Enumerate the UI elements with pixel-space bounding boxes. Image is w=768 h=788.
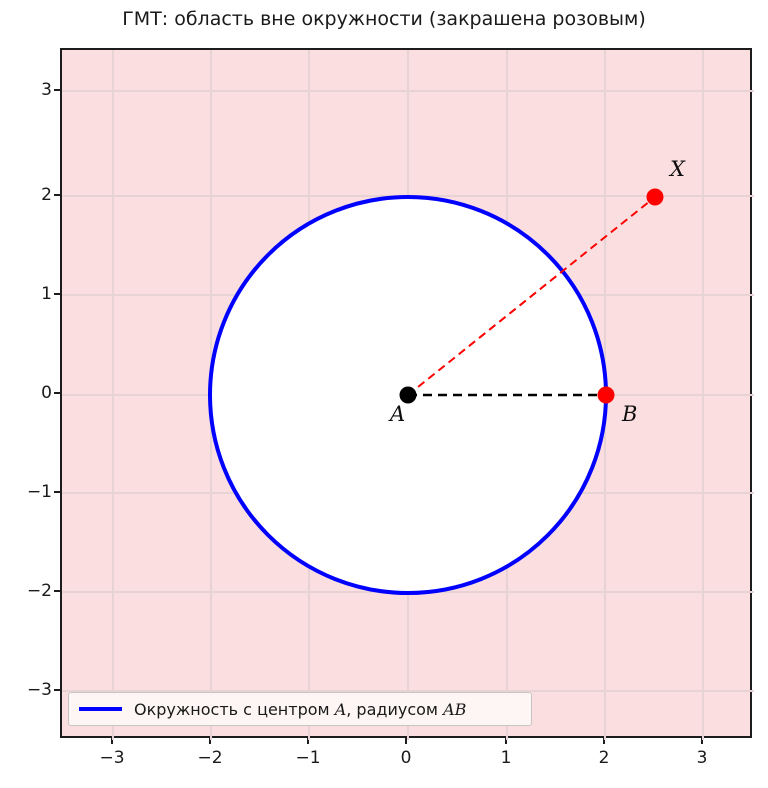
page-title: ГМТ: область вне окружности (закрашена р…: [122, 8, 646, 30]
xtick-mark-neg3: [111, 738, 113, 744]
plot-svg: [62, 50, 754, 740]
legend: Окружность с центром A, радиусом AB: [68, 692, 532, 726]
xtick-mark-0: [405, 738, 407, 744]
plot-area: A B X Окружность с центром A, радиусом A…: [60, 48, 754, 740]
legend-label-middle: , радиусом: [346, 699, 444, 719]
point-label-X: X: [670, 157, 685, 181]
ytick-label-2: 2: [41, 185, 52, 205]
legend-line-swatch: [79, 707, 122, 711]
point-B: [597, 386, 615, 404]
xtick-mark-3: [701, 738, 703, 744]
point-label-A: A: [390, 402, 406, 426]
legend-label-italic-a: A: [334, 699, 347, 719]
ytick-mark-neg2: [54, 590, 60, 592]
xtick-mark-1: [505, 738, 507, 744]
ytick-mark-0: [54, 392, 60, 394]
ytick-label-0: 0: [41, 383, 52, 403]
legend-label-prefix: Окружность с центром: [134, 699, 335, 719]
xtick-mark-2: [603, 738, 605, 744]
xtick-label-neg3: −3: [99, 748, 125, 768]
ytick-mark-3: [54, 89, 60, 91]
legend-label-italic-ab: AB: [443, 699, 467, 719]
xtick-label-2: 2: [598, 748, 610, 768]
point-X: [646, 188, 664, 206]
ytick-mark-1: [54, 293, 60, 295]
xtick-mark-neg1: [307, 738, 309, 744]
ytick-label-1: 1: [41, 284, 52, 304]
xtick-label-neg2: −2: [197, 748, 223, 768]
ytick-mark-neg1: [54, 491, 60, 493]
ytick-label-neg2: −2: [26, 581, 52, 601]
legend-entry-label: Окружность с центром A, радиусом AB: [134, 700, 466, 719]
point-label-B: B: [622, 402, 638, 426]
ytick-label-3: 3: [41, 80, 52, 100]
segment-AX: [407, 196, 656, 396]
xtick-label-3: 3: [696, 748, 708, 768]
ytick-mark-neg3: [54, 689, 60, 691]
ytick-mark-2: [54, 194, 60, 196]
xtick-label-1: 1: [500, 748, 512, 768]
point-A: [399, 386, 417, 404]
xtick-label-neg1: −1: [295, 748, 321, 768]
ytick-label-neg1: −1: [26, 482, 52, 502]
xtick-mark-neg2: [209, 738, 211, 744]
xtick-label-0: 0: [400, 748, 412, 768]
ytick-label-neg3: −3: [26, 680, 52, 700]
